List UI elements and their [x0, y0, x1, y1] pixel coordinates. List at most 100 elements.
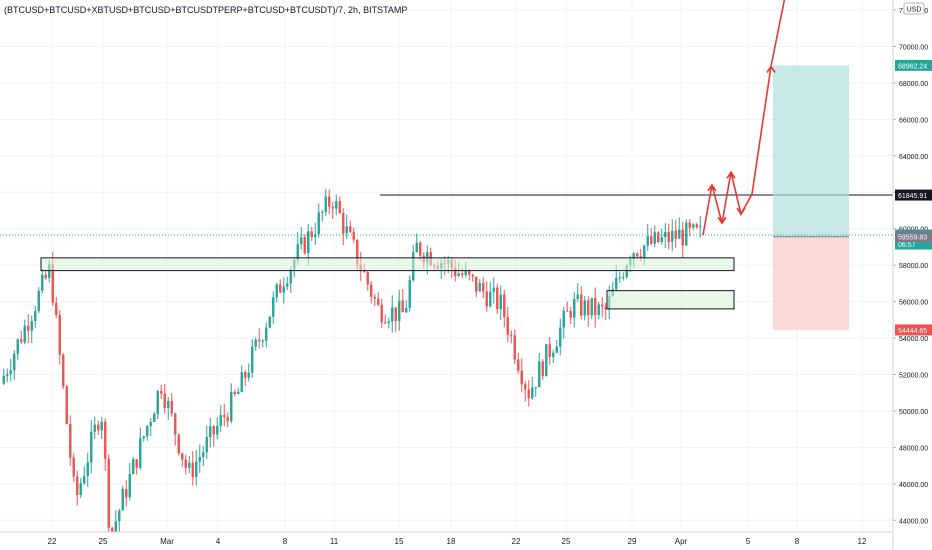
candle-body — [331, 206, 334, 209]
time-label: 22 — [48, 537, 57, 546]
candle-body — [265, 327, 268, 341]
candle-body — [363, 270, 366, 273]
candle-body — [16, 339, 19, 354]
candle-body — [223, 415, 226, 418]
candle-body — [552, 352, 555, 357]
candle-body — [471, 274, 474, 277]
candle-body — [520, 370, 523, 385]
time-label: 8 — [795, 537, 800, 546]
candle-body — [104, 421, 107, 459]
candle-body — [485, 291, 488, 307]
price-tick-label: 48000.00 — [899, 445, 928, 452]
candle-body — [503, 294, 506, 318]
candle-body — [517, 359, 520, 371]
stop-price-label-text: 54444.65 — [898, 328, 927, 335]
candle-body — [195, 461, 198, 478]
candle-body — [618, 277, 621, 279]
candle-body — [632, 253, 635, 260]
candle-body — [289, 269, 292, 284]
time-label: Mar — [160, 537, 174, 546]
candle-body — [604, 306, 607, 310]
candle-body — [79, 483, 82, 495]
arrow-head-icon — [707, 183, 717, 192]
candle-body — [664, 232, 667, 237]
currency-label: USD — [907, 7, 922, 14]
candle-body — [216, 425, 219, 435]
candle-body — [100, 421, 103, 431]
candle-body — [415, 242, 418, 253]
candle-body — [6, 374, 9, 376]
candle-body — [506, 317, 509, 335]
candle-body — [475, 276, 478, 292]
price-tick-label: 52000.00 — [899, 372, 928, 379]
price-tick-label: 70000.00 — [899, 44, 928, 51]
candle-body — [272, 297, 275, 317]
candle-body — [58, 314, 61, 355]
candle-body — [170, 401, 173, 414]
target-price-label — [895, 59, 932, 71]
candle-body — [174, 413, 177, 435]
price-tick-label: 64000.00 — [899, 154, 928, 161]
candle-body — [622, 276, 625, 278]
candle-body — [482, 282, 485, 292]
candle-body — [559, 327, 562, 347]
candle-body — [650, 236, 653, 244]
candle-body — [93, 424, 96, 432]
time-axis-bg — [0, 532, 893, 550]
support-zone-upper — [40, 257, 735, 272]
candle-body — [177, 434, 180, 454]
candle-body — [555, 346, 558, 353]
countdown-text: 06:57 — [898, 242, 916, 249]
candle-body — [401, 300, 404, 313]
candle-body — [209, 426, 212, 438]
entry-price-label — [895, 231, 932, 243]
candle-body — [699, 226, 702, 228]
time-label: 15 — [395, 537, 404, 546]
symbol-title: (BTCUSD+BTCUSD+XBTUSD+BTCUSD+BTCUSDTPERP… — [4, 5, 408, 15]
candle-body — [534, 387, 537, 389]
candle-body — [587, 300, 590, 316]
candle-body — [69, 424, 72, 458]
candle-body — [342, 213, 345, 234]
time-label: 5 — [746, 537, 751, 546]
candle-body — [2, 375, 5, 384]
candle-body — [531, 387, 534, 399]
candle-body — [247, 372, 250, 378]
arrow-head-icon — [726, 170, 736, 179]
candle-body — [296, 244, 299, 261]
candle-body — [142, 436, 145, 439]
candle-body — [538, 361, 541, 388]
candle-body — [226, 417, 229, 422]
candle-body — [97, 424, 100, 431]
candle-body — [370, 284, 373, 297]
candle-body — [121, 489, 124, 511]
candle-body — [268, 316, 271, 328]
candle-body — [254, 339, 257, 347]
candle-body — [426, 252, 429, 263]
candle-body — [489, 291, 492, 307]
price-tick-label: 44000.00 — [899, 518, 928, 525]
candle-body — [384, 322, 387, 324]
candle-body — [566, 310, 569, 312]
candle-body — [55, 302, 58, 315]
candle-body — [118, 510, 121, 522]
candle-body — [317, 212, 320, 235]
arrow-head-icon — [717, 216, 727, 225]
candle-body — [314, 234, 317, 237]
candle-body — [240, 372, 243, 393]
candle-body — [468, 270, 471, 275]
candle-body — [135, 459, 138, 468]
target-zone — [773, 65, 849, 237]
candle-body — [373, 296, 376, 299]
time-label: 4 — [216, 537, 221, 546]
candle-body — [86, 462, 89, 476]
projection-path — [702, 0, 786, 236]
candle-body — [321, 211, 324, 213]
price-tick-label: 50000.00 — [899, 409, 928, 416]
candle-body — [149, 422, 152, 426]
candle-body — [282, 286, 285, 293]
candle-body — [685, 222, 688, 246]
candle-body — [198, 456, 201, 462]
arrow-head-icon — [766, 65, 776, 73]
